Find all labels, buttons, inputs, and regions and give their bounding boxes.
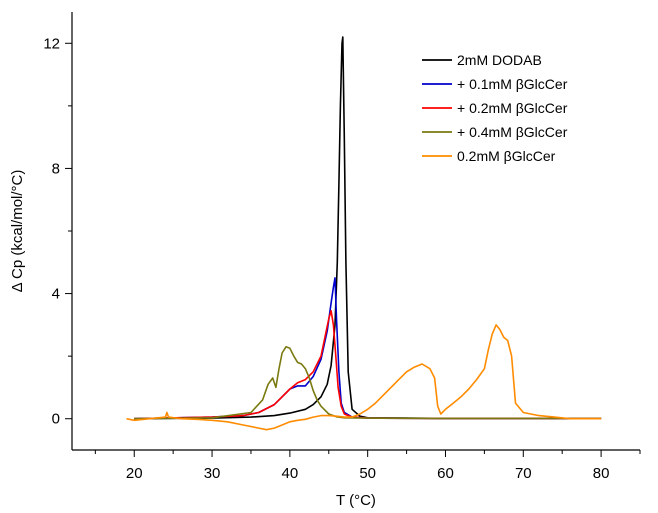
- y-tick-label: 8: [52, 160, 60, 177]
- x-tick-label: 30: [204, 465, 221, 482]
- tick-labels: 20 30 40 50 60 70 80 0 4 8 12: [43, 35, 609, 482]
- y-tick-label: 0: [52, 411, 60, 428]
- y-tick-label: 4: [52, 286, 60, 303]
- series-line-1: [134, 277, 602, 420]
- x-axis-title: T (°C): [336, 492, 376, 509]
- x-tick-label: 40: [282, 465, 299, 482]
- series-line-4: [126, 324, 602, 431]
- legend-label: 2mM DODAB: [457, 52, 542, 68]
- legend-label: + 0.1mM βGlcCer: [457, 76, 568, 92]
- series-line-3: [134, 345, 602, 420]
- legend-label: + 0.2mM βGlcCer: [457, 100, 568, 116]
- x-tick-label: 60: [437, 465, 454, 482]
- legend-label: 0.2mM βGlcCer: [457, 148, 556, 164]
- legend: 2mM DODAB + 0.1mM βGlcCer + 0.2mM βGlcCer +…: [422, 52, 568, 164]
- x-tick-label: 70: [515, 465, 532, 482]
- y-axis-title: Δ Cp (kcal/mol/°C): [9, 170, 26, 293]
- x-tick-label: 80: [593, 465, 610, 482]
- series-line-2: [134, 309, 602, 420]
- legend-label: + 0.4mM βGlcCer: [457, 124, 568, 140]
- series-line-0: [134, 36, 602, 420]
- ticks: [65, 42, 641, 457]
- plot-area: [126, 36, 602, 431]
- y-tick-label: 12: [43, 35, 60, 52]
- x-tick-label: 20: [126, 465, 143, 482]
- x-tick-label: 50: [359, 465, 376, 482]
